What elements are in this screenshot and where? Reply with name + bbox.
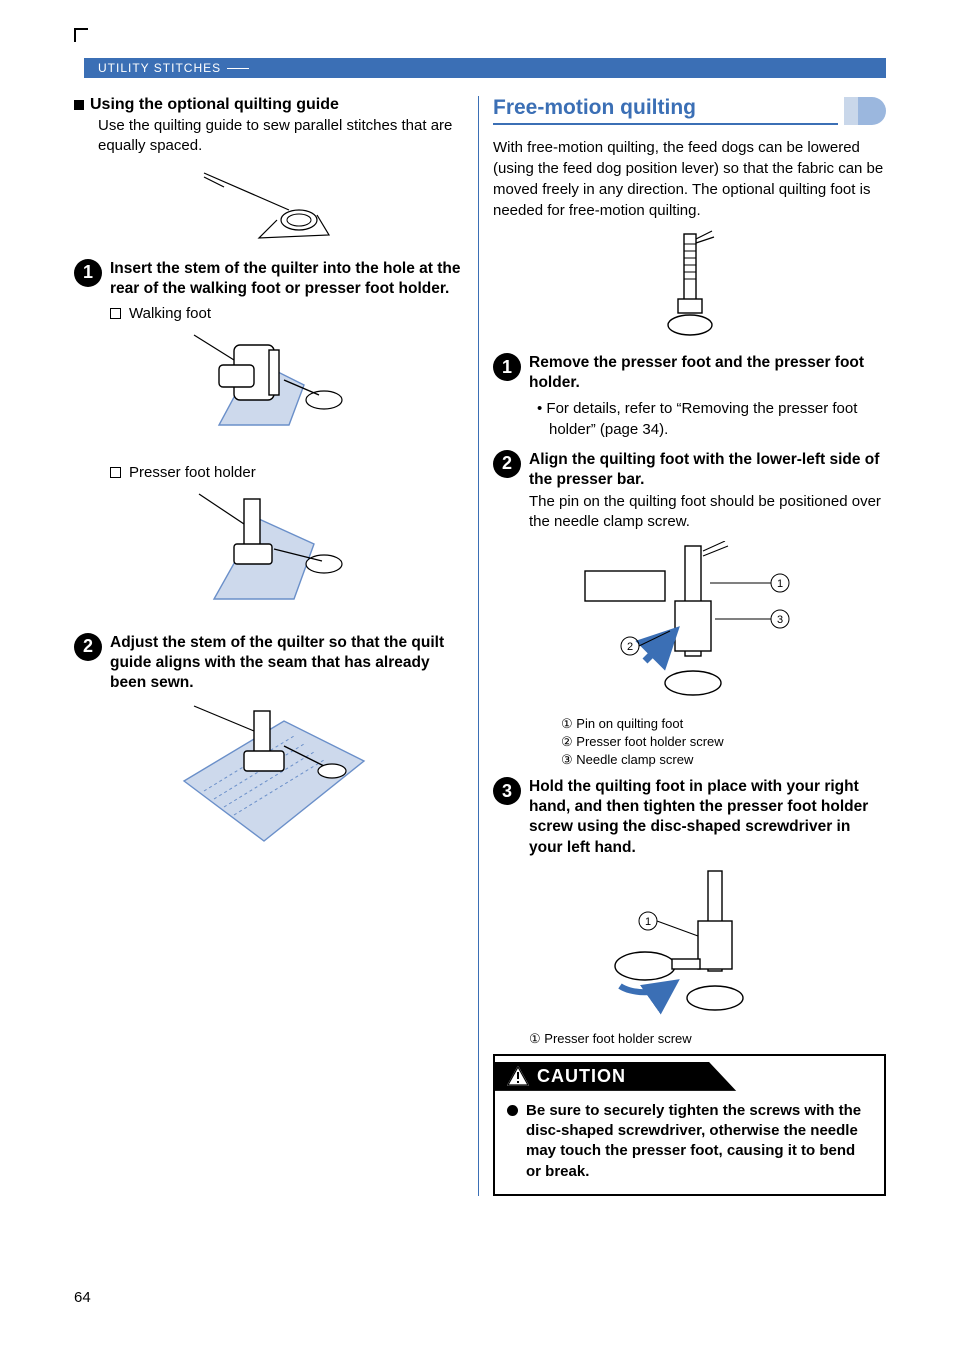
left-intro: Use the quilting guide to sew parallel s… bbox=[98, 116, 464, 157]
right-step-2-sub: The pin on the quilting foot should be p… bbox=[529, 492, 886, 533]
hollow-square-icon bbox=[110, 308, 121, 319]
callout-b1: Presser foot holder screw bbox=[544, 1031, 691, 1046]
svg-text:2: 2 bbox=[626, 641, 632, 653]
right-title: Free-motion quilting bbox=[493, 96, 838, 125]
page-corner-mark bbox=[74, 28, 88, 42]
figure-quilt-guide bbox=[74, 165, 464, 245]
right-intro: With free-motion quilting, the feed dogs… bbox=[493, 137, 886, 221]
figure-tighten-screw: 1 bbox=[493, 866, 886, 1016]
hollow-square-icon bbox=[110, 467, 121, 478]
caution-box: CAUTION Be sure to securely tighten the … bbox=[493, 1054, 886, 1196]
step-badge-icon: 3 bbox=[493, 777, 521, 805]
header-trail-line bbox=[227, 68, 249, 69]
label-walking-foot-text: Walking foot bbox=[129, 305, 211, 322]
left-step-1-text: Insert the stem of the quilter into the … bbox=[110, 259, 464, 299]
svg-text:1: 1 bbox=[644, 916, 650, 928]
right-title-row: Free-motion quilting bbox=[493, 96, 886, 125]
callout-1: Pin on quilting foot bbox=[576, 716, 683, 731]
caution-header: CAUTION bbox=[495, 1062, 884, 1091]
label-walking-foot: Walking foot bbox=[110, 305, 464, 322]
right-step-2: 2 Align the quilting foot with the lower… bbox=[493, 450, 886, 533]
caution-text: Be sure to securely tighten the screws w… bbox=[526, 1101, 872, 1182]
bullet-icon bbox=[507, 1105, 518, 1116]
section-header-label: UTILITY STITCHES bbox=[98, 61, 221, 75]
title-deco-icon bbox=[844, 97, 886, 125]
warning-icon bbox=[507, 1066, 529, 1086]
figure-align-foot: 1 2 3 bbox=[493, 541, 886, 701]
figure-presser-holder bbox=[74, 489, 464, 619]
label-presser-holder-text: Presser foot holder bbox=[129, 464, 256, 481]
left-step-1: 1 Insert the stem of the quilter into th… bbox=[74, 259, 464, 299]
callout-3: Needle clamp screw bbox=[576, 752, 693, 767]
figure-callouts-a: ① Pin on quilting foot ② Presser foot ho… bbox=[561, 715, 886, 770]
column-right: Free-motion quilting With free-motion qu… bbox=[493, 96, 886, 1196]
right-step-3-text: Hold the quilting foot in place with you… bbox=[529, 777, 886, 858]
step-badge-icon: 2 bbox=[74, 633, 102, 661]
figure-quilt-align bbox=[74, 701, 464, 851]
left-heading: Using the optional quilting guide bbox=[74, 96, 464, 114]
right-step-1-detail: • For details, refer to “Removing the pr… bbox=[537, 399, 886, 440]
step-badge-icon: 2 bbox=[493, 450, 521, 478]
left-step-2-text: Adjust the stem of the quilter so that t… bbox=[110, 633, 464, 693]
figure-walking-foot bbox=[74, 330, 464, 450]
step-badge-icon: 1 bbox=[74, 259, 102, 287]
label-presser-holder: Presser foot holder bbox=[110, 464, 464, 481]
right-step-1: 1 Remove the presser foot and the presse… bbox=[493, 353, 886, 393]
svg-text:3: 3 bbox=[776, 614, 782, 626]
svg-text:1: 1 bbox=[776, 578, 782, 590]
left-step-2: 2 Adjust the stem of the quilter so that… bbox=[74, 633, 464, 693]
step-badge-icon: 1 bbox=[493, 353, 521, 381]
caution-label: CAUTION bbox=[537, 1066, 626, 1087]
right-step-2-text: Align the quilting foot with the lower-l… bbox=[529, 450, 886, 490]
section-header: UTILITY STITCHES bbox=[84, 58, 886, 78]
column-left: Using the optional quilting guide Use th… bbox=[74, 96, 474, 1196]
column-divider bbox=[478, 96, 479, 1196]
right-step-3: 3 Hold the quilting foot in place with y… bbox=[493, 777, 886, 858]
figure-callouts-b: ① Presser foot holder screw bbox=[529, 1030, 886, 1048]
right-step-1-text: Remove the presser foot and the presser … bbox=[529, 353, 886, 393]
figure-quilting-foot bbox=[493, 229, 886, 339]
left-heading-text: Using the optional quilting guide bbox=[90, 96, 339, 113]
right-step-1-detail-text: For details, refer to “Removing the pres… bbox=[546, 400, 857, 437]
page-number: 64 bbox=[74, 1289, 91, 1306]
callout-2: Presser foot holder screw bbox=[576, 734, 723, 749]
square-bullet-icon bbox=[74, 100, 84, 110]
